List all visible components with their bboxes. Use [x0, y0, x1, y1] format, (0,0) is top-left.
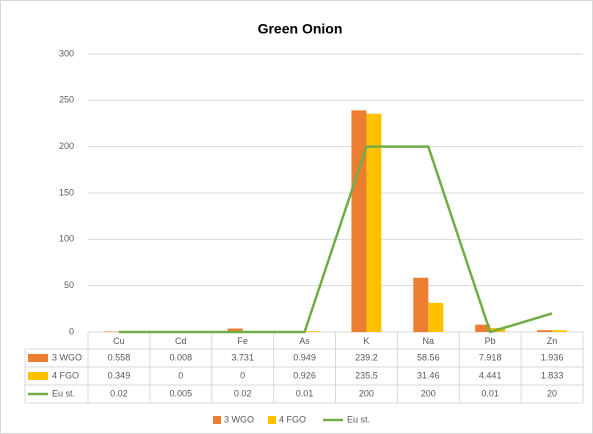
- table-value: 0: [240, 370, 245, 380]
- x-tick-label: Zn: [547, 336, 558, 346]
- bar: [366, 113, 382, 333]
- bar: [227, 328, 243, 332]
- table-value: 0.926: [293, 370, 316, 380]
- table-series-name: 4 FGO: [52, 370, 79, 380]
- table-value: 58.56: [417, 352, 440, 362]
- bar: [304, 331, 320, 332]
- x-tick-label: Na: [423, 336, 435, 346]
- table-value: 1.833: [541, 370, 564, 380]
- legend-label: 3 WGO: [224, 414, 254, 424]
- y-tick-label: 250: [59, 95, 74, 105]
- y-tick-label: 50: [64, 280, 74, 290]
- x-tick-label: As: [299, 336, 310, 346]
- bar: [552, 330, 568, 332]
- table-value: 0.01: [296, 388, 314, 398]
- table-value: 31.46: [417, 370, 440, 380]
- table-series-name: 3 WGO: [52, 352, 82, 362]
- table-key: [28, 354, 48, 362]
- y-tick-label: 0: [69, 326, 74, 336]
- table-value: 0.008: [170, 352, 193, 362]
- table-value: 0.558: [108, 352, 131, 362]
- legend-label: Eu st.: [347, 414, 370, 424]
- bar: [537, 330, 553, 332]
- table-value: 4.441: [479, 370, 502, 380]
- table-value: 7.918: [479, 352, 502, 362]
- legend-label: 4 FGO: [279, 414, 306, 424]
- table-value: 0.01: [481, 388, 499, 398]
- table-value: 0.005: [170, 388, 193, 398]
- table-series-name: Eu st.: [52, 388, 75, 398]
- legend-key: [213, 416, 221, 424]
- bar: [475, 324, 491, 332]
- table-value: 0.02: [234, 388, 252, 398]
- y-tick-label: 150: [59, 187, 74, 197]
- table-value: 200: [421, 388, 436, 398]
- legend-key: [268, 416, 276, 424]
- chart-title: Green Onion: [258, 21, 343, 37]
- x-tick-label: K: [363, 336, 369, 346]
- table-value: 1.936: [541, 352, 564, 362]
- x-tick-label: Cu: [113, 336, 125, 346]
- table-value: 200: [359, 388, 374, 398]
- table-key: [28, 372, 48, 380]
- table-value: 3.731: [231, 352, 254, 362]
- x-tick-label: Cd: [175, 336, 187, 346]
- table-value: 0.949: [293, 352, 316, 362]
- table-value: 0: [178, 370, 183, 380]
- bar: [428, 302, 444, 332]
- y-tick-label: 300: [59, 48, 74, 58]
- line-series: [118, 145, 553, 334]
- x-tick-label: Pb: [485, 336, 496, 346]
- bar: [351, 110, 367, 332]
- table-value: 0.02: [110, 388, 128, 398]
- table-value: 239.2: [355, 352, 378, 362]
- y-tick-label: 100: [59, 234, 74, 244]
- bar: [413, 277, 429, 332]
- table-value: 235.5: [355, 370, 378, 380]
- x-tick-label: Fe: [237, 336, 248, 346]
- y-tick-label: 200: [59, 141, 74, 151]
- bar: [103, 331, 119, 332]
- table-value: 0.349: [108, 370, 131, 380]
- table-value: 20: [547, 388, 557, 398]
